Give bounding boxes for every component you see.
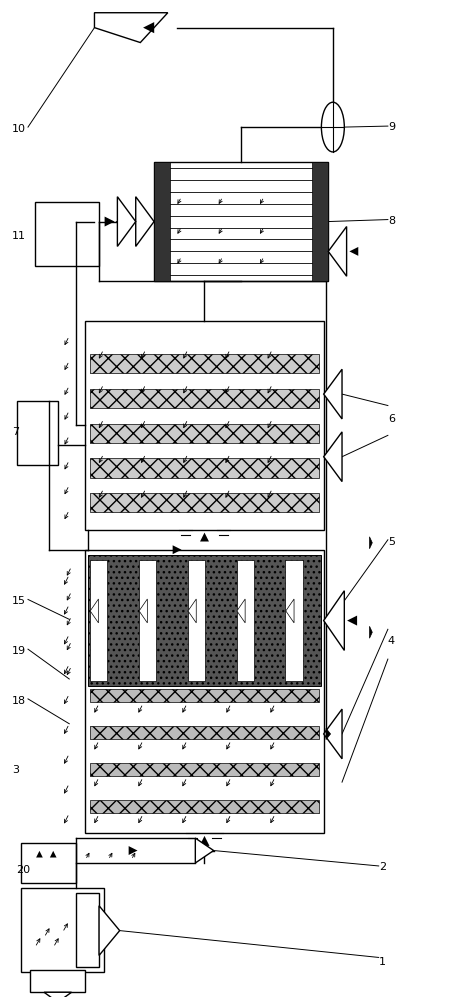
Text: 2: 2: [378, 862, 385, 872]
Bar: [85, 550, 323, 833]
Bar: [88, 555, 321, 686]
Polygon shape: [327, 227, 346, 276]
Bar: [285, 560, 302, 681]
Bar: [154, 162, 170, 281]
Text: 8: 8: [387, 216, 394, 226]
Text: 15: 15: [12, 596, 26, 606]
Polygon shape: [323, 369, 341, 419]
Text: 20: 20: [17, 865, 31, 875]
Bar: [90, 458, 319, 478]
Bar: [21, 888, 103, 972]
Polygon shape: [323, 709, 341, 759]
Polygon shape: [285, 599, 294, 623]
Bar: [21, 843, 76, 883]
Polygon shape: [369, 626, 371, 638]
Text: 18: 18: [12, 696, 26, 706]
Polygon shape: [195, 838, 213, 863]
Polygon shape: [323, 591, 344, 650]
Text: 19: 19: [12, 646, 26, 656]
Polygon shape: [188, 599, 196, 623]
Text: 5: 5: [387, 537, 394, 547]
Polygon shape: [99, 906, 119, 955]
Polygon shape: [325, 728, 330, 740]
Bar: [90, 354, 319, 373]
Bar: [90, 763, 319, 776]
Bar: [312, 162, 327, 281]
Text: 1: 1: [378, 957, 385, 967]
Bar: [35, 202, 99, 266]
Polygon shape: [44, 992, 71, 1000]
Text: 3: 3: [12, 765, 19, 775]
Bar: [90, 726, 319, 739]
Polygon shape: [139, 599, 147, 623]
Bar: [236, 560, 253, 681]
Circle shape: [321, 102, 344, 152]
Bar: [90, 560, 107, 681]
Bar: [85, 321, 323, 530]
Text: 9: 9: [387, 122, 394, 132]
Bar: [90, 424, 319, 443]
Polygon shape: [237, 599, 244, 623]
Polygon shape: [136, 197, 154, 246]
Text: 4: 4: [387, 636, 394, 646]
Bar: [17, 401, 58, 465]
Bar: [90, 689, 319, 702]
Bar: [30, 970, 85, 992]
Polygon shape: [117, 197, 136, 246]
Polygon shape: [94, 13, 168, 43]
Text: 7: 7: [12, 427, 19, 437]
Bar: [90, 389, 319, 408]
Bar: [90, 493, 319, 512]
Bar: [154, 162, 327, 281]
Text: 11: 11: [12, 231, 26, 241]
Bar: [76, 893, 99, 967]
Text: 10: 10: [12, 124, 26, 134]
Bar: [90, 800, 319, 813]
Bar: [138, 560, 156, 681]
Text: 6: 6: [387, 414, 394, 424]
Polygon shape: [90, 599, 98, 623]
Polygon shape: [323, 432, 341, 482]
Polygon shape: [369, 537, 371, 549]
Bar: [187, 560, 204, 681]
